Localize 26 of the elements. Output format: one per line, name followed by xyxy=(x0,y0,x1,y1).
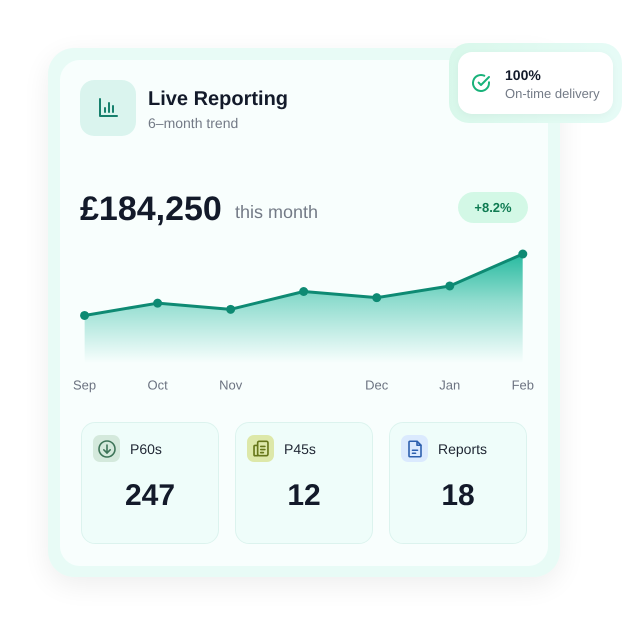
point xyxy=(153,298,162,308)
point xyxy=(445,281,454,290)
text: this month xyxy=(235,202,318,222)
chart-title: Live Reporting xyxy=(148,87,288,111)
point xyxy=(299,286,308,296)
text: 18 xyxy=(440,479,476,513)
chart-subtitle: 6–month trend xyxy=(148,115,238,131)
text: £184,250 xyxy=(80,190,222,228)
point xyxy=(80,310,90,320)
text: 247 xyxy=(124,479,176,513)
text: Reports xyxy=(438,441,488,457)
x-tick-label: Dec xyxy=(365,378,389,393)
point xyxy=(372,293,382,302)
x-tick-label: Feb xyxy=(512,378,534,393)
text: On-time delivery xyxy=(505,86,600,102)
x-tick-label: Nov xyxy=(219,378,243,393)
text: 100% xyxy=(505,67,541,83)
text: 12 xyxy=(286,479,322,513)
text: +8.2% xyxy=(474,200,512,215)
x-tick-label: Sep xyxy=(72,378,96,393)
x-tick-label: Jan xyxy=(439,378,460,393)
x-tick-label: Oct xyxy=(147,378,168,393)
point xyxy=(226,304,236,314)
point xyxy=(518,249,528,258)
text: P45s xyxy=(284,441,316,457)
text: P60s xyxy=(130,441,162,457)
